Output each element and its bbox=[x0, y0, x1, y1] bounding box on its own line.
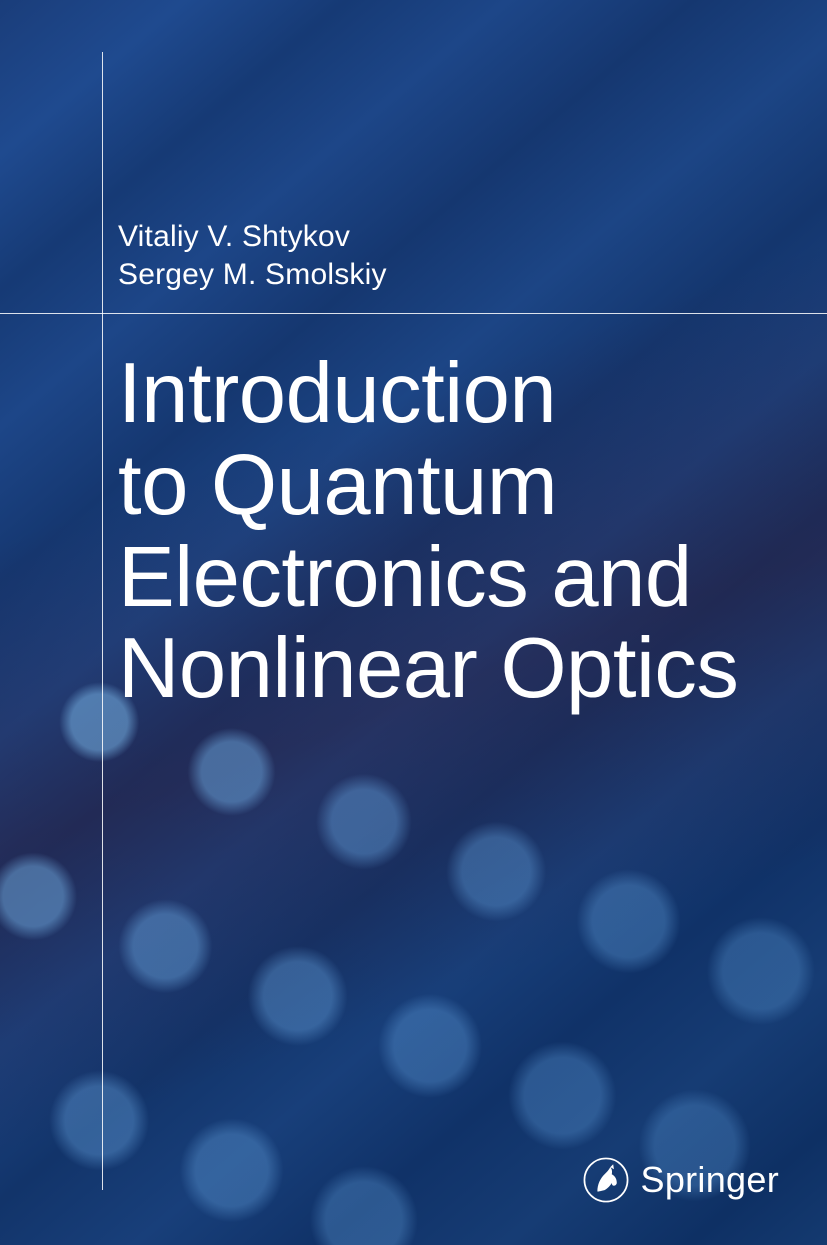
title-block: Introduction to Quantum Electronics and … bbox=[118, 348, 787, 715]
vertical-rule bbox=[102, 52, 103, 1190]
title-line-4: Nonlinear Optics bbox=[118, 623, 787, 715]
author-line-2: Sergey M. Smolskiy bbox=[118, 256, 387, 294]
title-line-1: Introduction bbox=[118, 348, 787, 440]
title-line-3: Electronics and bbox=[118, 532, 787, 624]
title-line-2: to Quantum bbox=[118, 440, 787, 532]
publisher-name: Springer bbox=[641, 1159, 779, 1201]
author-line-1: Vitaliy V. Shtykov bbox=[118, 218, 387, 256]
horizontal-rule bbox=[0, 313, 827, 314]
publisher-block: Springer bbox=[583, 1157, 779, 1203]
book-cover: Vitaliy V. Shtykov Sergey M. Smolskiy In… bbox=[0, 0, 827, 1245]
horse-head-icon bbox=[583, 1157, 629, 1203]
author-block: Vitaliy V. Shtykov Sergey M. Smolskiy bbox=[118, 218, 387, 293]
